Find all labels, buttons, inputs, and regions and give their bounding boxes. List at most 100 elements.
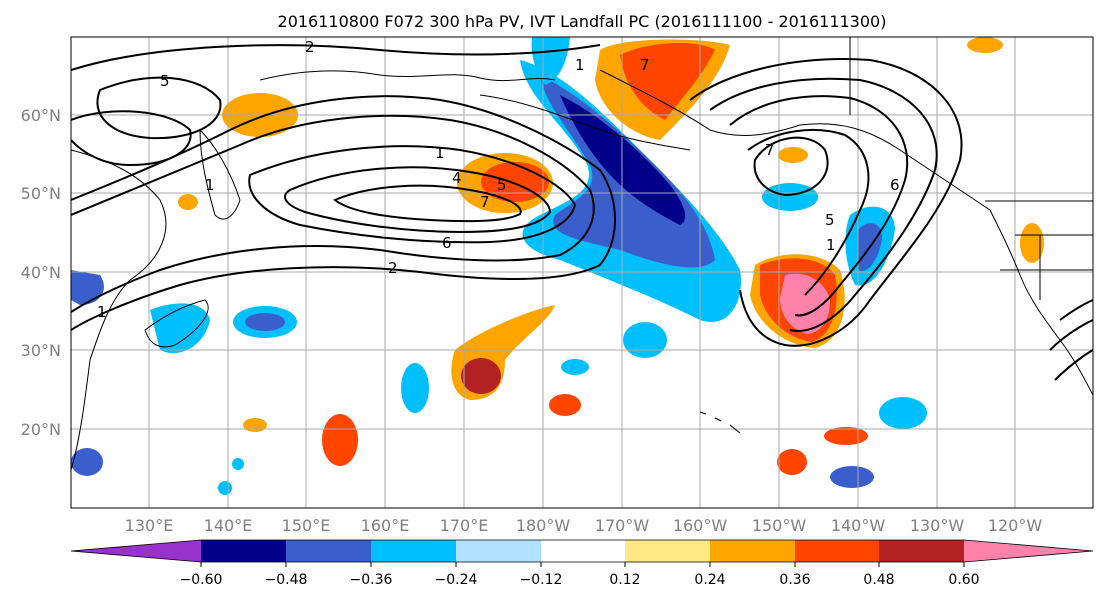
colorbar-tick-label: 0.12 [609,572,640,588]
figure-title: 2016110800 F072 300 hPa PV, IVT Landfall… [278,12,887,31]
lon-label: 170°W [595,516,650,535]
lon-label: 150°W [752,516,807,535]
colorbar-segment [201,540,286,562]
lat-label: 40°N [21,263,61,282]
coastline-alaska [599,69,991,211]
contour-jet-2 [71,114,595,313]
contour-ridge-4 [747,129,870,296]
contour-label: 1 [826,236,836,254]
map-panel: 2 5 1 1 4 5 7 6 2 1 1 7 7 6 5 1 60°N 50 [21,36,1094,535]
colorbar-segment [286,540,371,562]
latitude-labels: 60°N 50°N 40°N 30°N 20°N [21,106,61,439]
positive-anomaly-small-8 [178,194,198,210]
colorbar-tick-label: −0.24 [435,572,478,588]
coastline-japan [144,299,209,348]
positive-anomaly-small-9 [243,418,267,432]
colorbar-segment [879,540,964,562]
pv-contours [71,44,1093,381]
contour-label: 5 [497,176,507,194]
contour-label: 2 [388,259,398,277]
negative-anomaly-small-4 [879,397,927,429]
negative-anomaly-north [531,37,570,85]
positive-anomaly-small-1 [322,414,358,466]
map-frame [70,36,1094,509]
colorbar-tick-label: 0.48 [863,572,894,588]
colorbar-segment [964,540,1093,562]
colorbar-tick-label: −0.60 [180,572,223,588]
colorbar: −0.60 −0.48 −0.36 −0.24 −0.12 0.12 0.24 … [70,539,1094,588]
contour-ridge-2 [709,77,938,332]
colorbar-tick-label: −0.12 [520,572,563,588]
colorbar-segment [625,540,710,562]
positive-anomaly-small-5 [1020,223,1044,263]
colorbar-tick-label: 0.60 [948,572,979,588]
contour-label: 5 [160,72,170,90]
contour-closed-low [753,136,829,197]
colorbar-segment [541,540,625,562]
coastline-aleutians [479,94,691,151]
contour-label: 5 [825,211,835,229]
colorbar-tick-label: 0.36 [779,572,810,588]
contour-west-2 [71,110,192,167]
colorbar-segment [710,540,795,562]
contour-label: 2 [305,38,315,56]
lat-label: 60°N [21,106,61,125]
colorbar-segment [456,540,541,562]
colorbar-segment [371,540,456,562]
positive-anomaly-east-core [780,273,830,334]
lon-label: 160°E [361,516,410,535]
contour-west-1 [96,76,222,140]
contour-label: 1 [97,303,107,321]
contour-jet-5 [333,184,522,223]
contour-label: 7 [640,56,650,74]
positive-anomaly-small-3 [777,449,807,475]
contour-label: 6 [890,176,900,194]
colorbar-tick-label: −0.36 [350,572,393,588]
contour-label: 6 [442,234,452,252]
contour-jet-1 [71,95,616,331]
negative-anomaly-small-8 [232,458,244,470]
coastlines [71,37,1093,471]
colorbar-segment [795,540,879,562]
negative-anomaly-small-9 [218,481,232,495]
contour-2-north [71,44,601,71]
colorbar-tick-label: 0.24 [694,572,725,588]
coastline-hawaii [699,411,741,434]
lon-label: 140°E [204,516,253,535]
negative-anomaly-west-core [245,313,285,331]
colorbar-tick-label: −0.48 [265,572,308,588]
positive-anomaly-small-2 [549,394,581,416]
lon-label: 160°W [673,516,728,535]
coastline-north-america [989,209,1093,396]
contour-label: 1 [575,56,585,74]
contour-label: 7 [480,193,490,211]
lat-label: 20°N [21,420,61,439]
contour-label: 7 [765,141,775,159]
positive-anomaly-north-core [620,43,715,120]
lon-label: 140°W [831,516,886,535]
colorbar-ticks [200,562,965,567]
negative-anomaly-small-7 [762,183,818,211]
negative-anomaly-farwest [71,270,104,305]
negative-anomaly-small-6 [561,359,589,375]
contour-labels: 2 5 1 1 4 5 7 6 2 1 1 7 7 6 5 1 [97,38,900,321]
lon-label: 150°E [282,516,331,535]
negative-anomaly-small-5 [71,448,103,476]
lon-label: 120°W [988,516,1043,535]
colorbar-segment [71,540,201,562]
contour-label: 1 [205,176,215,194]
lat-label: 30°N [21,341,61,360]
positive-anomaly-small-4 [824,427,868,445]
coastline-asia [71,149,167,471]
contour-jet-4 [284,166,552,234]
lat-label: 50°N [21,184,61,203]
negative-anomaly-small-3 [830,466,874,488]
contour-label: 1 [435,144,445,162]
coastline-siberia [259,70,556,82]
coastline-kamchatka [199,129,241,220]
negative-anomaly-small-2 [623,322,667,358]
contour-ridge-3 [729,95,909,317]
longitude-labels: 130°E 140°E 150°E 160°E 170°E 180°W 170°… [125,516,1043,535]
positive-anomaly-small-7 [967,37,1003,53]
